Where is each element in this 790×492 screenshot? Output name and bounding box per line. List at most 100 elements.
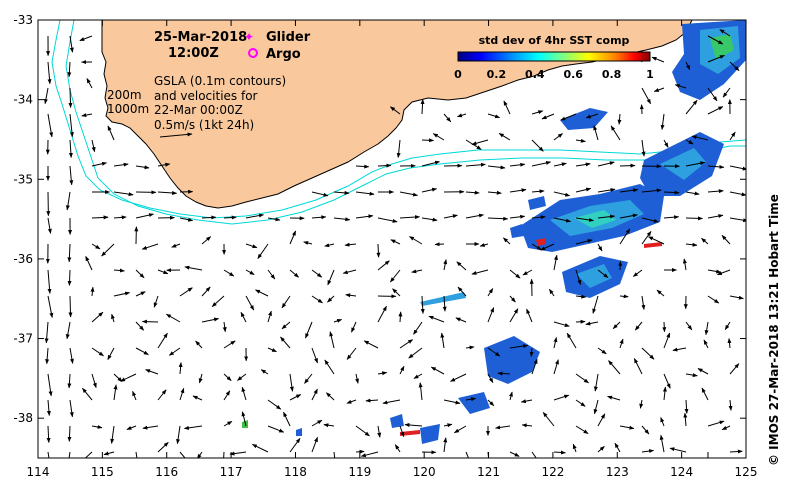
velocity-arrow — [729, 295, 744, 300]
velocity-arrow — [413, 321, 423, 335]
velocity-arrow — [113, 215, 127, 220]
velocity-arrow — [183, 425, 203, 430]
velocity-arrow — [614, 442, 621, 453]
velocity-arrow — [721, 425, 731, 431]
velocity-arrow — [662, 386, 667, 401]
velocity-arrow — [281, 321, 291, 330]
velocity-arrow — [685, 216, 703, 221]
velocity-arrow — [267, 269, 276, 280]
velocity-arrow — [465, 397, 477, 402]
velocity-arrow — [101, 243, 115, 257]
velocity-arrow — [390, 239, 401, 245]
velocity-arrow — [329, 331, 335, 349]
velocity-arrow — [548, 288, 555, 297]
velocity-arrow — [553, 191, 571, 197]
velocity-arrow — [135, 451, 138, 458]
velocity-arrow — [135, 291, 146, 297]
velocity-arrow — [471, 139, 489, 146]
velocity-arrow — [65, 191, 71, 211]
velocity-arrow — [509, 214, 526, 219]
velocity-arrow — [311, 347, 318, 364]
velocity-arrow — [236, 373, 247, 381]
velocity-arrow — [685, 99, 698, 115]
velocity-arrow — [443, 113, 452, 123]
velocity-arrow — [575, 217, 594, 222]
velocity-arrow — [440, 332, 445, 349]
velocity-arrow — [135, 321, 145, 331]
velocity-arrow — [553, 337, 558, 349]
velocity-arrow — [81, 113, 93, 118]
velocity-arrow — [487, 190, 502, 195]
velocity-arrow — [420, 295, 425, 314]
velocity-arrow — [65, 321, 71, 340]
velocity-arrow — [456, 261, 467, 271]
velocity-arrow — [531, 358, 538, 375]
velocity-arrow — [110, 425, 115, 444]
velocity-arrow — [672, 347, 687, 352]
velocity-arrow — [503, 100, 511, 115]
velocity-arrow — [656, 289, 665, 297]
velocity-arrow — [376, 243, 381, 258]
velocity-arrow — [553, 321, 570, 328]
velocity-arrow — [327, 269, 335, 286]
velocity-arrow — [487, 399, 495, 407]
velocity-arrow — [608, 360, 621, 375]
velocity-arrow — [267, 425, 285, 433]
velocity-arrow — [201, 317, 220, 323]
velocity-arrow — [685, 139, 694, 145]
velocity-arrow — [311, 436, 318, 453]
colorbar-tick-label: 0 — [454, 68, 462, 81]
velocity-arrow — [222, 321, 227, 333]
velocity-arrow — [283, 411, 291, 427]
velocity-arrow — [729, 165, 746, 171]
velocity-arrow — [450, 373, 467, 382]
velocity-arrow — [413, 373, 423, 379]
velocity-arrow — [69, 113, 74, 138]
velocity-arrow — [617, 113, 622, 125]
velocity-arrow — [487, 216, 509, 221]
velocity-arrow — [685, 321, 693, 331]
x-tick-label: 116 — [155, 465, 178, 479]
velocity-arrow — [363, 340, 379, 349]
velocity-arrow — [267, 217, 281, 222]
velocity-arrow — [421, 160, 440, 167]
velocity-arrow — [289, 394, 302, 401]
velocity-arrow — [716, 269, 731, 276]
velocity-arrow — [311, 269, 323, 278]
velocity-arrow — [663, 373, 671, 389]
velocity-arrow — [47, 61, 52, 85]
velocity-arrow — [531, 189, 545, 194]
velocity-arrow — [509, 295, 516, 303]
velocity-arrow — [585, 113, 599, 119]
velocity-arrow — [575, 399, 586, 407]
velocity-arrow — [47, 295, 54, 318]
velocity-arrow — [553, 450, 566, 455]
velocity-arrow — [597, 269, 609, 278]
velocity-arrow — [86, 78, 93, 89]
velocity-arrow — [355, 425, 370, 437]
velocity-arrow — [408, 347, 423, 359]
velocity-arrow — [346, 399, 357, 404]
velocity-arrow — [377, 260, 390, 271]
velocity-arrow — [333, 190, 350, 195]
velocity-arrow — [365, 398, 379, 403]
velocity-arrow — [663, 139, 669, 148]
velocity-arrow — [69, 35, 74, 53]
velocity-arrow — [45, 347, 50, 365]
velocity-arrow — [585, 321, 599, 326]
velocity-arrow — [82, 387, 93, 401]
velocity-arrow — [201, 286, 211, 297]
velocity-arrow — [79, 35, 93, 42]
velocity-arrow — [351, 321, 357, 333]
velocity-arrow — [619, 213, 638, 219]
velocity-arrow — [697, 368, 709, 375]
velocity-arrow — [729, 363, 740, 375]
velocity-arrow — [68, 451, 71, 458]
velocity-arrow — [91, 311, 104, 323]
velocity-arrow — [575, 269, 582, 286]
velocity-arrow — [67, 61, 72, 78]
velocity-arrow — [355, 214, 374, 219]
velocity-arrow — [575, 162, 591, 167]
velocity-arrow — [575, 425, 589, 435]
